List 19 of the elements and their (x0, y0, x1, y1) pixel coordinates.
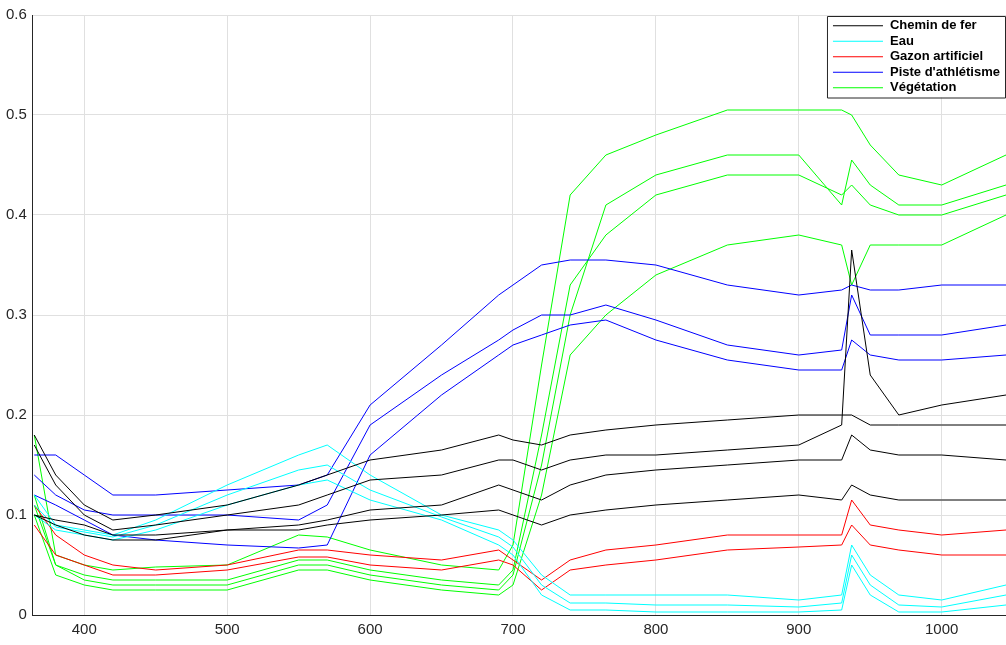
x-tick-label: 600 (357, 620, 383, 638)
x-tick-label: 500 (214, 620, 240, 638)
y-tick-label: 0.6 (5, 5, 27, 23)
legend-label: Gazon artificiel (889, 48, 984, 64)
y-tick-label: 0 (18, 605, 27, 623)
x-tick-label: 1000 (925, 620, 959, 638)
x-tick-label: 700 (500, 620, 526, 638)
y-tick-label: 0.2 (5, 405, 27, 423)
y-tick-label: 0.5 (5, 105, 27, 123)
x-tick-label: 400 (71, 620, 97, 638)
y-tick-label: 0.3 (5, 305, 27, 323)
legend-label: Piste d'athlétisme (889, 63, 1001, 79)
x-tick-label: 900 (786, 620, 812, 638)
x-tick-label: 800 (643, 620, 669, 638)
legend-label: Végétation (889, 79, 957, 95)
y-tick-label: 0.4 (5, 205, 27, 223)
legend-label: Chemin de fer (889, 17, 977, 33)
legend-label: Eau (889, 32, 914, 48)
y-tick-label: 0.1 (5, 505, 27, 523)
